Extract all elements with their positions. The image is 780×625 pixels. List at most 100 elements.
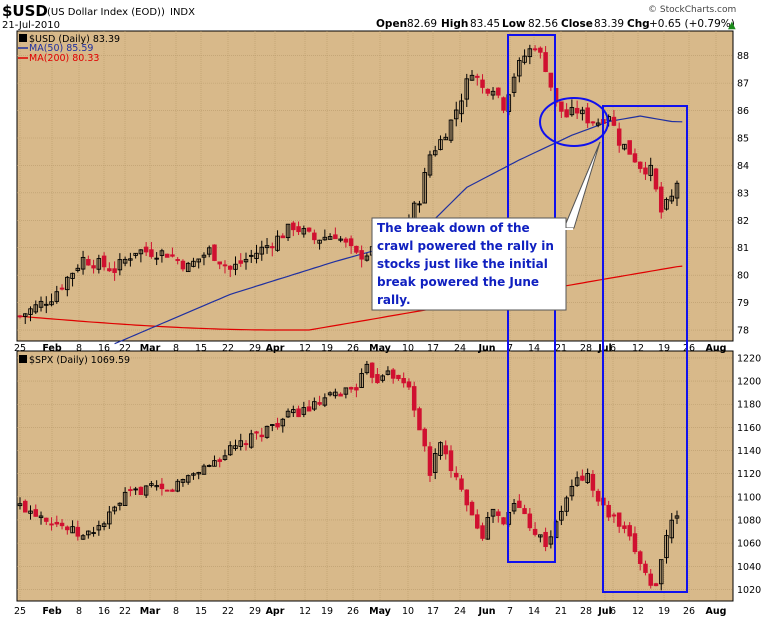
usd-xtick-label: 28 [580,343,592,354]
spx-candle-body [28,510,33,514]
spx-ytick-label: 1160 [737,423,761,434]
spx-ytick-label: 1080 [737,515,761,526]
spx-candle-body [196,472,201,475]
spx-candle-body [227,445,233,456]
usd-candle-body [538,47,543,53]
usd-candle-body [580,109,585,115]
spx-candle-body [38,515,44,519]
spx-candle-body [674,515,680,519]
spx-candle-body [338,393,343,397]
spx-candle-body [459,478,464,490]
spx-candle-body [327,392,333,396]
spx-xtick-label: 26 [347,606,359,617]
usd-candle-body [86,259,91,266]
close-label: Close [561,18,593,30]
usd-xtick-label: 16 [98,343,110,354]
usd-candle-body [159,250,165,256]
usd-xtick-label: 7 [507,343,513,354]
spx-candle-body [496,511,501,516]
usd-candle-body [569,107,575,116]
usd-xtick-label: 21 [555,343,567,354]
usd-xtick-label: 19 [658,343,670,354]
usd-candle-body [643,167,648,175]
usd-candle-body [632,153,638,163]
spx-candle-body [664,535,669,559]
usd-candle-body [259,246,265,255]
spx-candle-body [548,536,554,545]
usd-candle-body [233,263,238,270]
usd-candle-body [238,260,244,264]
spx-candle-body [622,525,627,529]
annotation-line-5: rally. [377,293,411,307]
spx-xtick-label: Mar [140,606,161,617]
spx-candle-body [44,517,49,522]
spx-candle-body [422,428,427,447]
spx-xtick-label: Feb [42,606,62,617]
usd-candle-body [264,245,270,249]
spx-candle-body [143,485,149,496]
spx-candle-body [96,525,102,531]
usd-xtick-label: 10 [402,343,414,354]
usd-candle-body [28,308,33,315]
usd-x-axis: 25 Feb 8 16 22 Mar 8 15 22 29 Apr 12 19 26 May 10 17 24 Ju… [14,343,727,354]
usd-candle-body [133,252,138,256]
spx-candle-body [49,523,54,526]
usd-candle-body [564,109,569,118]
usd-ytick-label: 81 [737,243,749,254]
spx-legend-swatch [19,355,27,363]
spx-candle-body [128,489,133,492]
usd-candle-body [532,48,538,51]
usd-ytick-label: 78 [737,326,749,337]
spx-candle-body [175,480,180,492]
spx-candle-body [564,497,569,512]
spx-candle-body [475,514,480,529]
usd-y-axis: 78 79 80 81 82 83 84 85 86 87 88 [737,51,749,336]
spx-candle-body [112,506,117,512]
spx-candle-body [285,410,291,418]
spx-candle-body [243,443,249,446]
usd-candle-body [648,164,653,176]
usd-ytick-label: 88 [737,51,749,62]
spx-xtick-label: 17 [427,606,439,617]
spx-candle-body [70,526,75,534]
spx-legend-label: $SPX (Daily) 1069.59 [29,355,130,366]
usd-xtick-label: Feb [42,343,62,354]
exchange-label: INDX [170,7,195,18]
spx-candle-body [333,391,338,397]
usd-xtick-label: 8 [173,343,179,354]
ma200-line [19,265,683,331]
spx-candle-body [180,479,186,483]
usd-candle-body [522,55,527,63]
usd-candle-body [96,258,102,270]
usd-candle-body [107,268,112,272]
spx-ytick-label: 1120 [737,469,761,480]
spx-candle-body [59,522,65,527]
spx-candle-body [343,387,349,395]
usd-candle-body [501,97,506,111]
usd-candle-body [417,203,422,206]
chg-up-arrow-icon: ▲ [728,20,736,31]
close-value: 83.39 [594,18,624,30]
spx-candle-body [133,488,138,491]
usd-xtick-label: 14 [528,343,540,354]
spx-candle-body [201,465,207,475]
spx-xtick-label: 19 [321,606,333,617]
usd-xtick-label: May [369,343,392,354]
usd-candle-body [275,235,280,251]
usd-candle-body [364,255,370,261]
usd-candle-body [117,259,123,271]
usd-candle-body [438,139,443,151]
usd-legend: $USD (Daily) 83.39 MA(50) 85.59 MA(200) … [18,34,120,64]
usd-candle-body [574,107,580,114]
spx-ytick-label: 1060 [737,539,761,550]
ma200-path [19,265,683,331]
spx-candle-body [627,525,632,537]
usd-candle-body [622,143,627,150]
spx-xtick-label: 12 [632,606,644,617]
annotation-line-4: break powered the June [377,275,539,289]
usd-candle-body [206,247,212,255]
spx-xtick-label: 7 [507,606,513,617]
spx-ytick-label: 1180 [737,400,761,411]
usd-candle-body [44,303,49,306]
